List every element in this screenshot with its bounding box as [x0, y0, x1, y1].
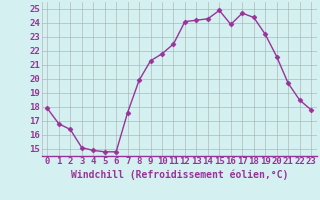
X-axis label: Windchill (Refroidissement éolien,°C): Windchill (Refroidissement éolien,°C): [70, 169, 288, 180]
